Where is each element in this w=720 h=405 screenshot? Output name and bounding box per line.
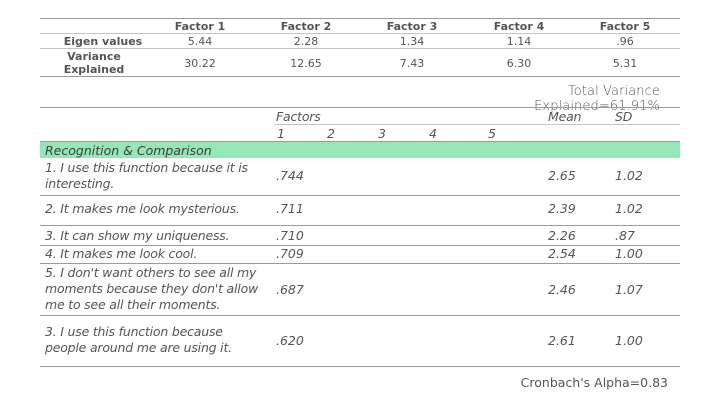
eigen-table-bottom-rule <box>40 76 680 77</box>
item-mean: 2.46 <box>548 282 576 297</box>
variance-value-1: 30.22 <box>184 57 216 70</box>
row-rule <box>40 245 680 246</box>
factors-header: Factors <box>276 109 321 124</box>
item-mean: 2.61 <box>548 333 576 348</box>
variance-value-2: 12.65 <box>290 57 322 70</box>
item-mean: 2.26 <box>548 228 576 243</box>
item-mean: 2.65 <box>548 168 576 183</box>
item-text: 3. I use this function because people ar… <box>45 324 232 355</box>
eigen-value-5: .96 <box>616 35 634 48</box>
item-loading: .744 <box>276 168 304 183</box>
factor-1-header: Factor 1 <box>174 20 226 33</box>
item-loading: .620 <box>276 333 304 348</box>
eigen-values-label: Eigen values <box>63 35 143 48</box>
row-rule <box>40 263 680 264</box>
variance-value-5: 5.31 <box>612 57 638 70</box>
mean-header: Mean <box>548 109 582 124</box>
item-sd: 1.00 <box>615 246 643 261</box>
section-highlight-bar <box>40 142 680 158</box>
column-header-bottom-rule <box>40 141 680 142</box>
eigen-value-2: 2.28 <box>293 35 319 48</box>
item-text: 3. It can show my uniqueness. <box>45 228 230 243</box>
factor-number-3: 3 <box>378 126 386 141</box>
variance-explained-label: Variance Explained <box>63 50 125 76</box>
total-variance-text: Total Variance Explained=61.91% <box>534 84 660 114</box>
eigen-table-top-rule <box>40 18 680 19</box>
item-mean: 2.54 <box>548 246 576 261</box>
factor-2-header: Factor 2 <box>280 20 332 33</box>
section-title: Recognition & Comparison <box>45 143 212 158</box>
eigen-header-rule <box>40 33 680 34</box>
item-mean: 2.39 <box>548 201 576 216</box>
factors-subheader-rule <box>275 124 680 125</box>
factor-number-4: 4 <box>429 126 437 141</box>
row-rule <box>40 195 680 196</box>
item-sd: .87 <box>615 228 635 243</box>
sd-header: SD <box>615 109 633 124</box>
row-rule <box>40 315 680 316</box>
item-sd: 1.02 <box>615 201 643 216</box>
eigen-value-3: 1.34 <box>399 35 425 48</box>
factor-5-header: Factor 5 <box>599 20 651 33</box>
item-loading: .711 <box>276 201 304 216</box>
eigen-value-4: 1.14 <box>506 35 532 48</box>
factor-table-bottom-rule <box>40 366 680 367</box>
factor-table-top-rule <box>40 107 680 108</box>
variance-value-4: 6.30 <box>506 57 532 70</box>
item-text: 2. It makes me look mysterious. <box>45 201 240 216</box>
item-text: 1. I use this function because it is int… <box>45 160 248 191</box>
variance-value-3: 7.43 <box>399 57 425 70</box>
factor-number-5: 5 <box>488 126 496 141</box>
factor-3-header: Factor 3 <box>386 20 438 33</box>
item-sd: 1.02 <box>615 168 643 183</box>
item-loading: .710 <box>276 228 304 243</box>
item-sd: 1.00 <box>615 333 643 348</box>
item-text: 4. It makes me look cool. <box>45 246 198 261</box>
factor-number-1: 1 <box>277 126 285 141</box>
eigen-value-1: 5.44 <box>187 35 213 48</box>
item-loading: .687 <box>276 282 304 297</box>
item-text: 5. I don't want others to see all my mom… <box>45 265 259 312</box>
eigen-row-rule <box>40 48 680 49</box>
factor-number-2: 2 <box>327 126 335 141</box>
row-rule <box>40 225 680 226</box>
item-sd: 1.07 <box>615 282 643 297</box>
item-loading: .709 <box>276 246 304 261</box>
cronbach-alpha-text: Cronbach's Alpha=0.83 <box>520 375 668 390</box>
factor-4-header: Factor 4 <box>493 20 545 33</box>
